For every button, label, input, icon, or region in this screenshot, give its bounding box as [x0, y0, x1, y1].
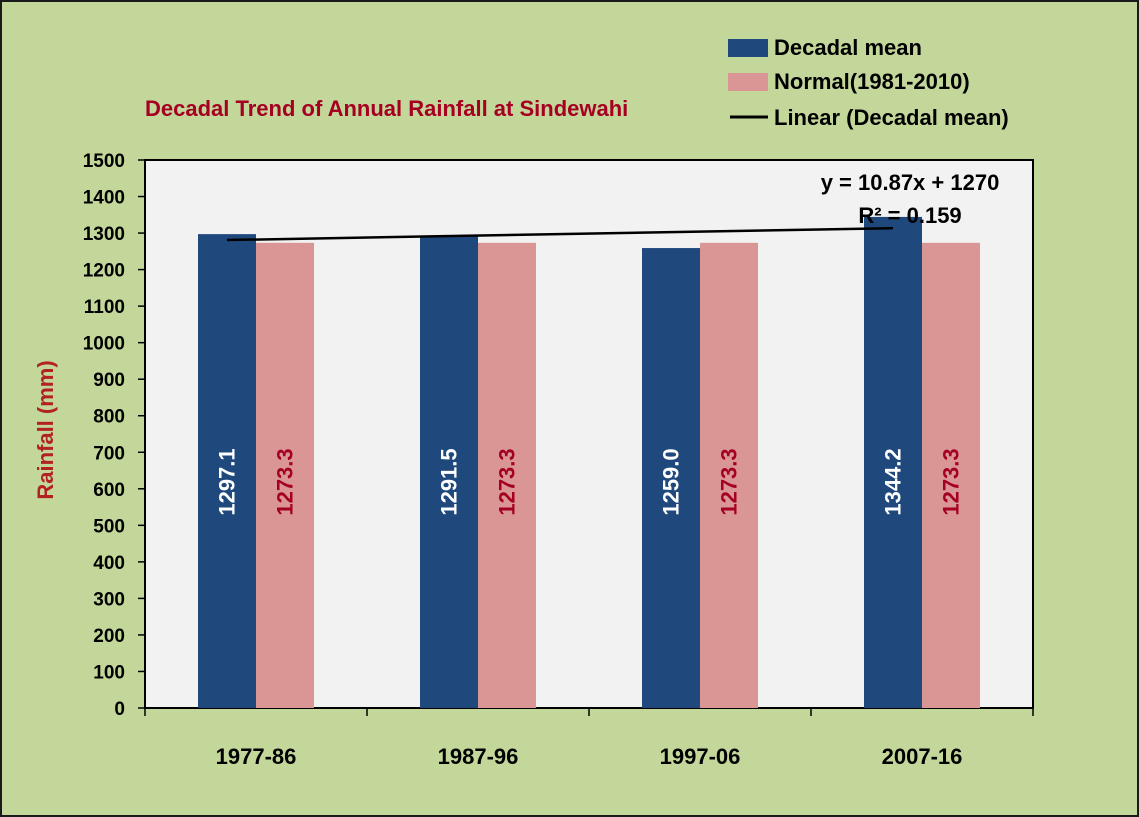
y-tick-label: 1100: [84, 297, 125, 318]
y-tick-label: 100: [93, 662, 125, 683]
y-tick-label: 1200: [83, 261, 125, 282]
trendline: [226, 226, 894, 242]
y-axis: 0 100 200 300 400 500 600 700 800 900 1000 1100 1200…: [83, 151, 145, 720]
bar: [700, 242, 758, 709]
trendline-equation: y = 10.87x + 1270: [821, 170, 1000, 195]
x-axis: 1977-86 1987-96 1997-06 2007-16: [144, 708, 1034, 769]
bars: [198, 216, 980, 709]
data-label: 1291.5: [437, 448, 462, 515]
bar: [864, 216, 922, 708]
legend: Decadal mean Normal(1981-2010) Linear (D…: [728, 35, 1009, 130]
y-tick-label: 900: [93, 370, 125, 391]
bar: [198, 234, 256, 708]
y-tick-label: 500: [93, 516, 125, 537]
y-tick-label: 300: [93, 589, 125, 610]
legend-label-normal: Normal(1981-2010): [774, 69, 970, 94]
chart-title: Decadal Trend of Annual Rainfall at Sind…: [145, 96, 628, 121]
data-label: 1273.3: [495, 448, 520, 515]
legend-swatch-normal: [728, 73, 768, 91]
x-tick-label: 1997-06: [660, 744, 741, 769]
trendline-r-squared: R² = 0.159: [858, 203, 961, 228]
y-tick-label: 1400: [83, 188, 125, 209]
bar: [478, 242, 536, 709]
bar: [642, 248, 700, 708]
data-label: 1344.2: [881, 448, 906, 515]
x-tick-label: 1987-96: [438, 744, 519, 769]
y-tick-label: 600: [93, 480, 125, 501]
y-tick-label: 700: [93, 443, 125, 464]
legend-label-trendline: Linear (Decadal mean): [774, 105, 1009, 130]
y-tick-label: 1300: [83, 224, 125, 245]
y-axis-title: Rainfall (mm): [33, 360, 58, 499]
y-tick-label: 800: [93, 407, 125, 428]
trendline-path: [226, 226, 894, 242]
x-tick-label: 1977-86: [216, 744, 297, 769]
legend-swatch-decadal-mean: [728, 39, 768, 57]
y-tick-label: 1500: [83, 151, 125, 172]
y-tick-label: 400: [93, 553, 125, 574]
data-label: 1273.3: [273, 448, 298, 515]
x-tick-label: 2007-16: [882, 744, 963, 769]
data-label: 1297.1: [215, 448, 240, 515]
data-labels: 1297.1 1291.5 1259.0 1344.2 1273.3 1273.3 1273…: [215, 448, 964, 515]
y-tick-label: 200: [93, 626, 125, 647]
data-label: 1273.3: [717, 448, 742, 515]
bar: [420, 236, 478, 708]
legend-label-decadal-mean: Decadal mean: [774, 35, 922, 60]
bar: [256, 242, 314, 709]
bar: [922, 242, 980, 709]
data-label: 1273.3: [939, 448, 964, 515]
y-tick-label: 0: [114, 699, 125, 720]
y-tick-label: 1000: [83, 334, 125, 355]
data-label: 1259.0: [659, 448, 684, 515]
